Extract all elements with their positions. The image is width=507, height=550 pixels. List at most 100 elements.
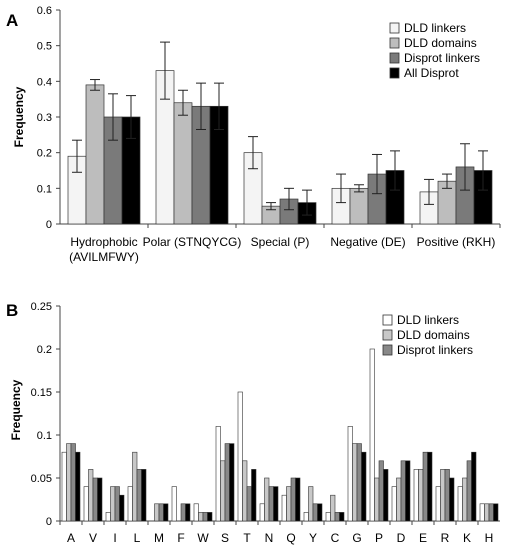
- panel-b-y-tick-label: 0.05: [31, 473, 52, 485]
- panel-b-bar: [413, 469, 419, 522]
- panel-b-x-tick-label: A: [67, 531, 75, 545]
- panel-b-bar: [462, 477, 468, 522]
- panel-b-x-tick-label: L: [134, 531, 141, 545]
- panel-a-bar: [173, 102, 193, 225]
- panel-b-bar: [396, 477, 402, 522]
- panel-b-y-axis-label: Frequency: [9, 379, 23, 440]
- panel-b-bar: [391, 486, 397, 522]
- panel-b-bar: [466, 460, 472, 522]
- panel-b-bar: [352, 443, 358, 522]
- panel-a-legend-label: Disprot linkers: [404, 51, 480, 65]
- panel-a-y-tick-label: 0.6: [37, 5, 52, 17]
- panel-b-bar: [374, 477, 380, 522]
- panel-b-bar: [457, 486, 463, 522]
- panel-a-y-tick-label: 0.1: [37, 183, 52, 195]
- panel-a-x-tick-label: Hydrophobic: [70, 235, 137, 249]
- panel-a-x-tick-label: (AVILMFWY): [69, 250, 139, 264]
- panel-b-x-tick-label: H: [485, 531, 494, 545]
- panel-b-label: B: [6, 301, 18, 320]
- panel-b-x-tick-label: V: [89, 531, 97, 545]
- panel-b-bar: [193, 503, 199, 522]
- panel-a-y-tick-label: 0.3: [37, 112, 52, 124]
- panel-a-y-tick-label: 0.4: [37, 76, 52, 88]
- panel-b-bar: [242, 460, 248, 522]
- panel-b-x-tick-label: R: [441, 531, 450, 545]
- panel-a-legend-swatch: [389, 52, 400, 64]
- panel-b-x-tick-label: N: [265, 531, 274, 545]
- panel-b-x-tick-label: C: [331, 531, 340, 545]
- panel-b-bar: [308, 486, 314, 522]
- panel-b-x-tick-label: E: [419, 531, 427, 545]
- panel-a-label: A: [6, 11, 18, 30]
- panel-b-bar: [427, 451, 433, 522]
- panel-b-x-tick-label: Q: [286, 531, 295, 545]
- panel-a-x-tick-label: Negative (DE): [330, 235, 405, 249]
- panel-a-x-tick-label: Positive (RKH): [417, 235, 496, 249]
- panel-b-bar: [259, 503, 265, 522]
- panel-b-bar: [154, 503, 160, 522]
- panel-a-legend-label: DLD linkers: [404, 21, 466, 35]
- panel-b-bar: [347, 426, 353, 522]
- panel-a-bar: [349, 187, 369, 225]
- panel-b-y-tick-label: 0.15: [31, 387, 52, 399]
- panel-b-bar: [488, 503, 494, 522]
- panel-a-y-tick-label: 0.2: [37, 148, 52, 160]
- panel-b-bar: [224, 443, 230, 522]
- panel-b-x-tick-label: G: [352, 531, 361, 545]
- panel-b-bar: [378, 460, 384, 522]
- panel-b-y-tick-label: 0.1: [37, 430, 52, 442]
- panel-b-bar: [422, 451, 428, 522]
- panel-b-bar: [444, 469, 450, 522]
- panel-a-legend-label: All Disprot: [404, 66, 459, 80]
- panel-b-bar: [273, 486, 279, 522]
- panel-b-x-tick-label: M: [154, 531, 164, 545]
- panel-b-bar: [229, 443, 235, 522]
- panel-b-bar: [207, 512, 213, 522]
- panel-b-bar: [268, 486, 274, 522]
- panel-b-x-tick-label: P: [375, 531, 383, 545]
- panel-a-x-tick-label: Special (P): [251, 235, 310, 249]
- panel-b-bar: [119, 494, 125, 522]
- panel-b-bar: [215, 426, 221, 522]
- panel-b-bar: [383, 469, 389, 522]
- panel-b-bar: [136, 469, 142, 522]
- panel-b-bar: [185, 503, 191, 522]
- panel-b-bar: [435, 486, 441, 522]
- panel-b-bar: [246, 486, 252, 522]
- panel-a-y-tick-label: 0: [46, 219, 52, 231]
- panel-b-x-tick-label: I: [113, 531, 116, 545]
- panel-a-legend-label: DLD domains: [404, 36, 477, 50]
- panel-b-legend-label: DLD linkers: [397, 313, 459, 327]
- panel-b-bar: [75, 451, 81, 522]
- panel-b-bar: [290, 477, 296, 522]
- panel-b-bar: [479, 503, 485, 522]
- panel-b-bar: [334, 512, 340, 522]
- panel-b-bar: [61, 451, 67, 522]
- panel-b-x-tick-label: Y: [309, 531, 317, 545]
- panel-b-bar: [110, 486, 116, 522]
- panel-b-bar: [92, 477, 98, 522]
- panel-b-bar: [484, 503, 490, 522]
- panel-b-x-tick-label: S: [221, 531, 229, 545]
- panel-b-bar: [237, 391, 243, 522]
- panel-a-legend-swatch: [389, 37, 400, 49]
- panel-b-bar: [66, 443, 72, 522]
- panel-a-bar: [85, 84, 105, 225]
- panel-b-bar: [493, 503, 499, 522]
- panel-b-bar: [356, 443, 362, 522]
- panel-b-bar: [114, 486, 120, 522]
- panel-b-bar: [281, 494, 287, 522]
- panel-b-legend-swatch: [382, 344, 393, 356]
- panel-b-bar: [88, 469, 94, 522]
- panel-b-bar: [317, 503, 323, 522]
- panel-b-bar: [471, 451, 477, 522]
- panel-b-bar: [264, 477, 270, 522]
- panel-b-bar: [325, 512, 331, 522]
- panel-b-x-tick-label: D: [397, 531, 406, 545]
- panel-b-bar: [418, 469, 424, 522]
- panel-b-x-tick-label: K: [463, 531, 471, 545]
- panel-b-bar: [330, 494, 336, 522]
- panel-a-x-tick-label: Polar (STNQYCG): [143, 235, 242, 249]
- panel-b-chart: B Frequency 0 0.05 0.1 0.15 0.2 0.25 A V I L M F W S T…: [6, 301, 500, 545]
- panel-b-bar: [163, 503, 169, 522]
